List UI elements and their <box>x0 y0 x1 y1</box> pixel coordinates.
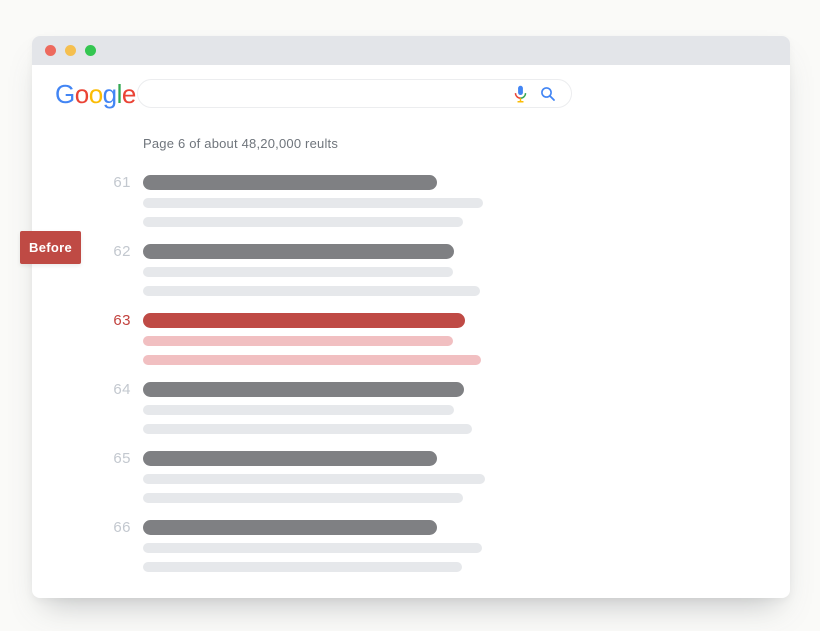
result-title-placeholder[interactable] <box>143 520 437 535</box>
result-snippet-line-2 <box>143 562 462 572</box>
result-title-placeholder[interactable] <box>143 382 464 397</box>
result-rank: 64 <box>113 381 131 398</box>
minimize-button[interactable] <box>65 45 76 56</box>
result-placeholder-bars <box>143 520 482 572</box>
result-row: 65 <box>99 451 485 503</box>
result-row: 61 <box>99 175 485 227</box>
result-placeholder-bars <box>143 175 483 227</box>
result-rank: 62 <box>113 243 131 260</box>
logo-letter: o <box>88 79 103 109</box>
result-placeholder-bars <box>143 451 485 503</box>
search-icon[interactable] <box>540 86 556 102</box>
result-row: 63 <box>99 313 485 365</box>
google-logo: Google <box>55 79 136 109</box>
result-snippet-line-2 <box>143 286 480 296</box>
result-row: 66 <box>99 520 485 572</box>
result-rank: 61 <box>113 174 131 191</box>
result-placeholder-bars <box>143 382 472 434</box>
results-count-text: Page 6 of about 48,20,000 reults <box>143 136 339 151</box>
result-rank: 66 <box>113 519 131 536</box>
before-label: Before <box>20 231 81 264</box>
logo-letter: o <box>74 79 89 109</box>
result-snippet-line-2 <box>143 355 481 365</box>
result-title-placeholder[interactable] <box>143 313 465 328</box>
result-snippet-line-2 <box>143 217 463 227</box>
window-titlebar <box>32 36 790 65</box>
result-placeholder-bars <box>143 313 481 365</box>
logo-letter: e <box>121 79 136 109</box>
result-snippet-line-1 <box>143 405 454 415</box>
search-bar[interactable] <box>137 79 572 108</box>
close-button[interactable] <box>45 45 56 56</box>
result-placeholder-bars <box>143 244 480 296</box>
browser-window: Google Page 6 of about 48,20,000 reults … <box>32 36 790 598</box>
search-input[interactable] <box>154 85 501 102</box>
result-snippet-line-1 <box>143 543 482 553</box>
result-title-placeholder[interactable] <box>143 175 437 190</box>
microphone-icon[interactable] <box>514 85 527 103</box>
logo-letter: g <box>102 79 117 109</box>
result-row: 62 <box>99 244 485 296</box>
before-label-text: Before <box>29 240 72 255</box>
result-snippet-line-2 <box>143 493 463 503</box>
result-row: 64 <box>99 382 485 434</box>
maximize-button[interactable] <box>85 45 96 56</box>
logo-letter: l <box>116 79 123 109</box>
results-list: 61 62 63 64 65 <box>99 175 485 589</box>
logo-letter: G <box>55 79 75 109</box>
result-rank: 63 <box>113 312 131 329</box>
result-snippet-line-2 <box>143 424 472 434</box>
result-rank: 65 <box>113 450 131 467</box>
result-snippet-line-1 <box>143 336 453 346</box>
result-title-placeholder[interactable] <box>143 451 437 466</box>
result-title-placeholder[interactable] <box>143 244 454 259</box>
result-snippet-line-1 <box>143 474 485 484</box>
result-snippet-line-1 <box>143 267 453 277</box>
result-snippet-line-1 <box>143 198 483 208</box>
